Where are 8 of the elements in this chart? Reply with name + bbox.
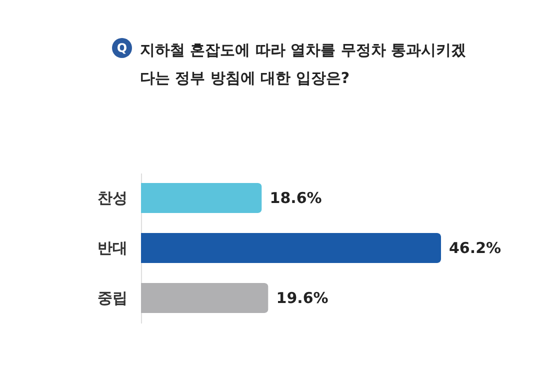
chart-title: 지하철 혼잡도에 따라 열차를 무정차 통과시키겠다는 정부 방침에 대한 입장은? <box>140 40 468 89</box>
y-tick-label: 중립 <box>98 289 128 307</box>
text: Q <box>112 38 132 58</box>
data-label: 19.6% <box>276 289 328 307</box>
y-tick-label: 반대 <box>98 239 128 257</box>
data-label: 46.2% <box>449 239 502 257</box>
y-tick-label: 찬성 <box>98 189 128 207</box>
data-label: 18.6% <box>270 189 322 207</box>
